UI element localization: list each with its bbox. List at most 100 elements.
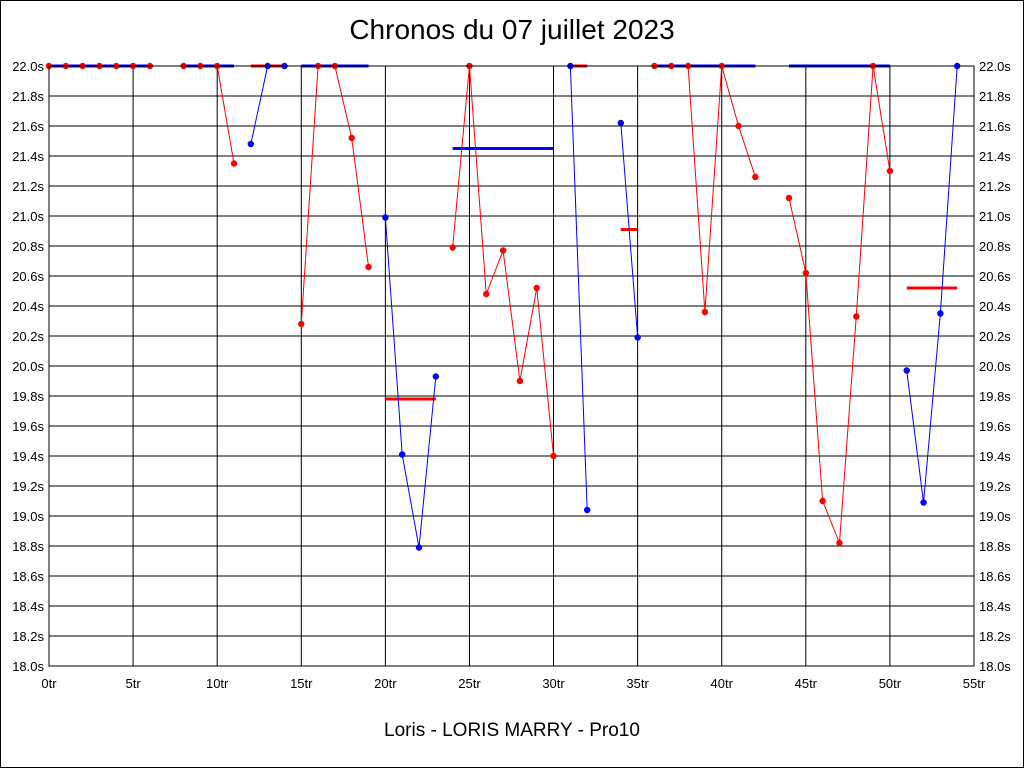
- x-tick-label: 10tr: [206, 676, 229, 691]
- y-tick-label-left: 22.0s: [12, 59, 44, 74]
- y-tick-label-left: 21.4s: [12, 149, 44, 164]
- y-tick-label-right: 21.4s: [979, 149, 1011, 164]
- x-tick-label: 40tr: [711, 676, 734, 691]
- series-line: [788, 65, 891, 544]
- y-tick-label-left: 19.8s: [12, 389, 44, 404]
- data-point: [247, 140, 255, 148]
- y-tick-label-right: 18.8s: [979, 539, 1011, 554]
- data-point: [853, 313, 860, 320]
- y-tick-label-left: 19.2s: [12, 479, 44, 494]
- data-point: [802, 269, 810, 277]
- y-tick-label-right: 18.0s: [979, 659, 1011, 674]
- mean-lines: [49, 64, 958, 401]
- data-points: [45, 62, 961, 551]
- data-point: [937, 310, 944, 317]
- y-tick-label-right: 20.4s: [979, 299, 1011, 314]
- series-line: [906, 65, 958, 503]
- data-point: [516, 377, 524, 385]
- series-line: [620, 122, 639, 338]
- x-tick-label: 55tr: [963, 676, 986, 691]
- data-point: [920, 499, 927, 506]
- data-point: [499, 247, 507, 254]
- data-point: [382, 214, 389, 221]
- y-tick-label-right: 19.2s: [979, 479, 1011, 494]
- tick-labels: 18.0s 18.0s 18.2s 18.2s 18.4s 18.4s 18.6s 18.6s…: [12, 59, 1011, 691]
- y-tick-label-right: 19.6s: [979, 419, 1011, 434]
- y-tick-label-left: 21.2s: [12, 179, 44, 194]
- x-tick-label: 45tr: [795, 676, 818, 691]
- data-point: [449, 244, 456, 251]
- data-point: [583, 506, 591, 514]
- data-point: [533, 284, 540, 292]
- x-tick-label: 25tr: [458, 676, 481, 691]
- data-point: [836, 539, 843, 547]
- x-tick-label: 20tr: [374, 676, 397, 691]
- series-line: [384, 217, 437, 548]
- y-tick-label-right: 20.0s: [979, 359, 1011, 374]
- y-tick-label-left: 21.6s: [12, 119, 44, 134]
- x-tick-label: 35tr: [626, 676, 649, 691]
- y-tick-label-left: 20.0s: [12, 359, 44, 374]
- x-tick-label: 50tr: [879, 676, 902, 691]
- y-tick-label-right: 21.2s: [979, 179, 1011, 194]
- series-line: [183, 65, 235, 164]
- y-tick-label-right: 21.6s: [979, 119, 1011, 134]
- chart-title: Chronos du 07 juillet 2023: [349, 14, 675, 45]
- y-tick-label-left: 19.4s: [12, 449, 44, 464]
- y-tick-label-left: 20.2s: [12, 329, 44, 344]
- y-tick-label-right: 21.8s: [979, 89, 1011, 104]
- chart-subtitle: Loris - LORIS MARRY - Pro10: [384, 720, 640, 741]
- y-tick-label-right: 19.8s: [979, 389, 1011, 404]
- y-tick-label-left: 19.6s: [12, 419, 44, 434]
- y-tick-label-left: 20.6s: [12, 269, 44, 284]
- y-tick-label-left: 18.4s: [12, 599, 44, 614]
- data-point: [365, 263, 372, 271]
- data-point: [819, 497, 826, 505]
- data-point: [230, 160, 238, 167]
- y-tick-label-right: 19.4s: [979, 449, 1011, 464]
- y-tick-label-right: 21.0s: [979, 209, 1011, 224]
- data-point: [634, 334, 641, 341]
- y-tick-label-right: 20.6s: [979, 269, 1011, 284]
- data-point: [752, 173, 759, 181]
- series-line: [654, 65, 756, 313]
- y-tick-label-right: 18.6s: [979, 569, 1011, 584]
- y-tick-label-right: 18.2s: [979, 629, 1011, 644]
- y-tick-label-left: 20.4s: [12, 299, 44, 314]
- y-tick-label-left: 18.0s: [12, 659, 44, 674]
- y-tick-label-left: 18.6s: [12, 569, 44, 584]
- series-line: [569, 65, 588, 511]
- data-point: [617, 119, 625, 127]
- data-point: [735, 122, 742, 130]
- y-tick-label-right: 18.4s: [979, 599, 1011, 614]
- x-tick-label: 5tr: [126, 676, 142, 691]
- x-tick-label: 15tr: [290, 676, 313, 691]
- y-tick-label-left: 21.0s: [12, 209, 44, 224]
- data-point: [415, 544, 423, 551]
- plot-border: [48, 65, 975, 667]
- data-point: [550, 452, 557, 460]
- data-point: [886, 167, 894, 175]
- series-line: [300, 65, 370, 325]
- y-tick-label-left: 19.0s: [12, 509, 44, 524]
- x-tick-label: 30tr: [542, 676, 565, 691]
- y-tick-label-left: 18.2s: [12, 629, 44, 644]
- y-tick-label-left: 20.8s: [12, 239, 44, 254]
- data-point: [701, 308, 709, 316]
- data-point: [483, 290, 490, 298]
- series-lines: [49, 65, 958, 548]
- series-line: [452, 65, 555, 457]
- y-tick-label-right: 20.8s: [979, 239, 1011, 254]
- grid-layer: [48, 65, 975, 667]
- data-point: [298, 320, 305, 328]
- y-tick-label-left: 18.8s: [12, 539, 44, 554]
- y-tick-label-left: 21.8s: [12, 89, 44, 104]
- data-point: [398, 451, 406, 458]
- data-point: [903, 367, 910, 374]
- y-tick-label-right: 19.0s: [979, 509, 1011, 524]
- x-tick-label: 0tr: [41, 676, 57, 691]
- data-point: [432, 373, 440, 380]
- series-line: [250, 65, 285, 145]
